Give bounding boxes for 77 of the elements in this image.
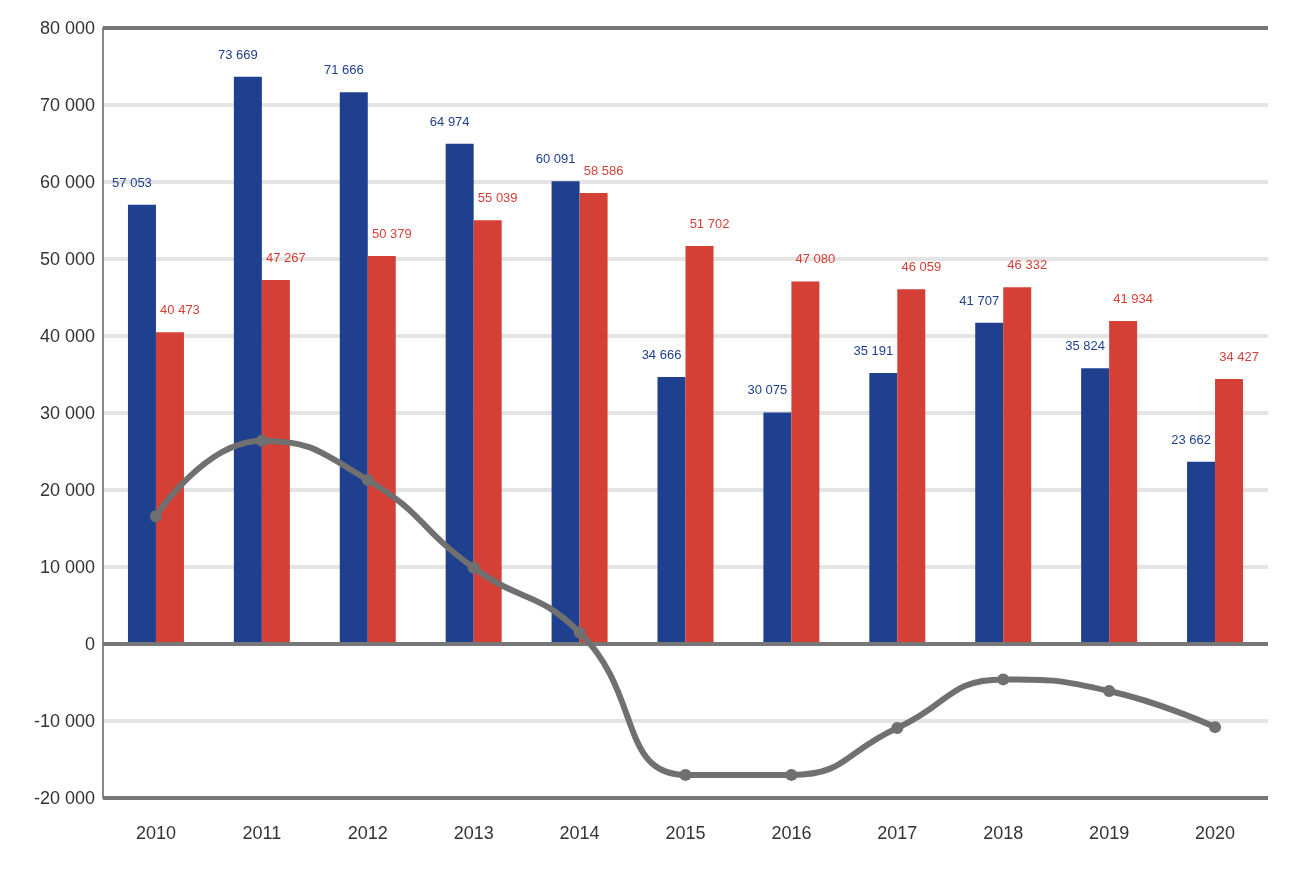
bar <box>1187 461 1216 644</box>
point <box>467 561 480 574</box>
bar <box>1003 287 1032 644</box>
bar <box>339 92 368 644</box>
bar <box>551 181 580 644</box>
bar <box>155 332 184 644</box>
bar <box>657 377 686 644</box>
point <box>1103 684 1116 697</box>
x-tick-label: 2016 <box>771 823 812 843</box>
y-tick-label: -10 000 <box>33 711 95 731</box>
bar <box>445 143 474 644</box>
data-label: 57 053 <box>112 174 152 190</box>
data-label: 55 039 <box>477 190 518 206</box>
x-tick-label: 2020 <box>1195 823 1236 843</box>
x-tick-label: 2017 <box>877 823 918 843</box>
data-label: 51 702 <box>689 215 730 231</box>
point <box>361 473 374 486</box>
bar <box>233 76 262 644</box>
bar <box>579 192 608 644</box>
point <box>149 510 162 523</box>
data-label: 23 662 <box>1171 431 1211 447</box>
y-tick-label: 60 000 <box>39 172 95 192</box>
bar <box>685 245 714 644</box>
x-tick-label: 2015 <box>665 823 706 843</box>
bar <box>869 373 898 644</box>
bar <box>1215 378 1244 644</box>
y-tick-label: 30 000 <box>39 403 95 423</box>
x-tick-label: 2010 <box>135 823 176 843</box>
data-label: 40 473 <box>160 302 200 318</box>
data-label: 64 974 <box>429 113 470 129</box>
point <box>785 768 798 781</box>
x-tick-label: 2018 <box>983 823 1024 843</box>
bar <box>473 220 502 644</box>
y-tick-label: 20 000 <box>39 480 95 500</box>
point <box>891 721 904 734</box>
data-label: 71 666 <box>323 62 364 78</box>
y-tick-label: 40 000 <box>39 326 95 346</box>
y-tick-label: 50 000 <box>39 249 95 269</box>
bar <box>367 256 396 644</box>
x-tick-label: 2013 <box>453 823 494 843</box>
data-label: 34 666 <box>641 347 682 363</box>
bar <box>1081 368 1110 644</box>
y-tick-label: 0 <box>84 634 95 654</box>
data-label: 34 427 <box>1219 348 1259 364</box>
data-label: 73 669 <box>217 46 258 62</box>
bar <box>763 412 792 644</box>
point <box>679 768 692 781</box>
x-tick-label: 2012 <box>347 823 388 843</box>
data-label: 41 707 <box>959 292 1000 308</box>
point <box>997 673 1010 686</box>
data-label: 47 080 <box>795 251 836 267</box>
y-tick-label: 10 000 <box>39 557 95 577</box>
data-label: 60 091 <box>535 151 576 167</box>
y-tick-label: 80 000 <box>39 18 95 38</box>
bar <box>1109 321 1138 644</box>
data-label: 35 824 <box>1065 338 1106 354</box>
bar <box>897 289 926 644</box>
x-tick-label: 2011 <box>242 823 282 843</box>
data-label: 35 191 <box>853 343 894 359</box>
point <box>1209 721 1222 734</box>
y-tick-label: -20 000 <box>33 788 95 808</box>
bar <box>261 280 290 644</box>
x-tick-label: 2019 <box>1089 823 1130 843</box>
data-label: 50 379 <box>371 226 412 242</box>
data-label: 30 075 <box>747 382 788 398</box>
data-label: 41 934 <box>1113 291 1154 307</box>
x-tick-label: 2014 <box>559 823 600 843</box>
bar <box>791 281 820 644</box>
data-label: 46 059 <box>901 259 942 275</box>
y-tick-label: 70 000 <box>39 95 95 115</box>
point <box>573 626 586 639</box>
point <box>255 434 268 447</box>
bar <box>127 204 156 644</box>
data-label: 58 586 <box>583 162 624 178</box>
bar <box>975 322 1004 644</box>
data-label: 47 267 <box>265 250 306 266</box>
data-label: 46 332 <box>1007 257 1048 273</box>
